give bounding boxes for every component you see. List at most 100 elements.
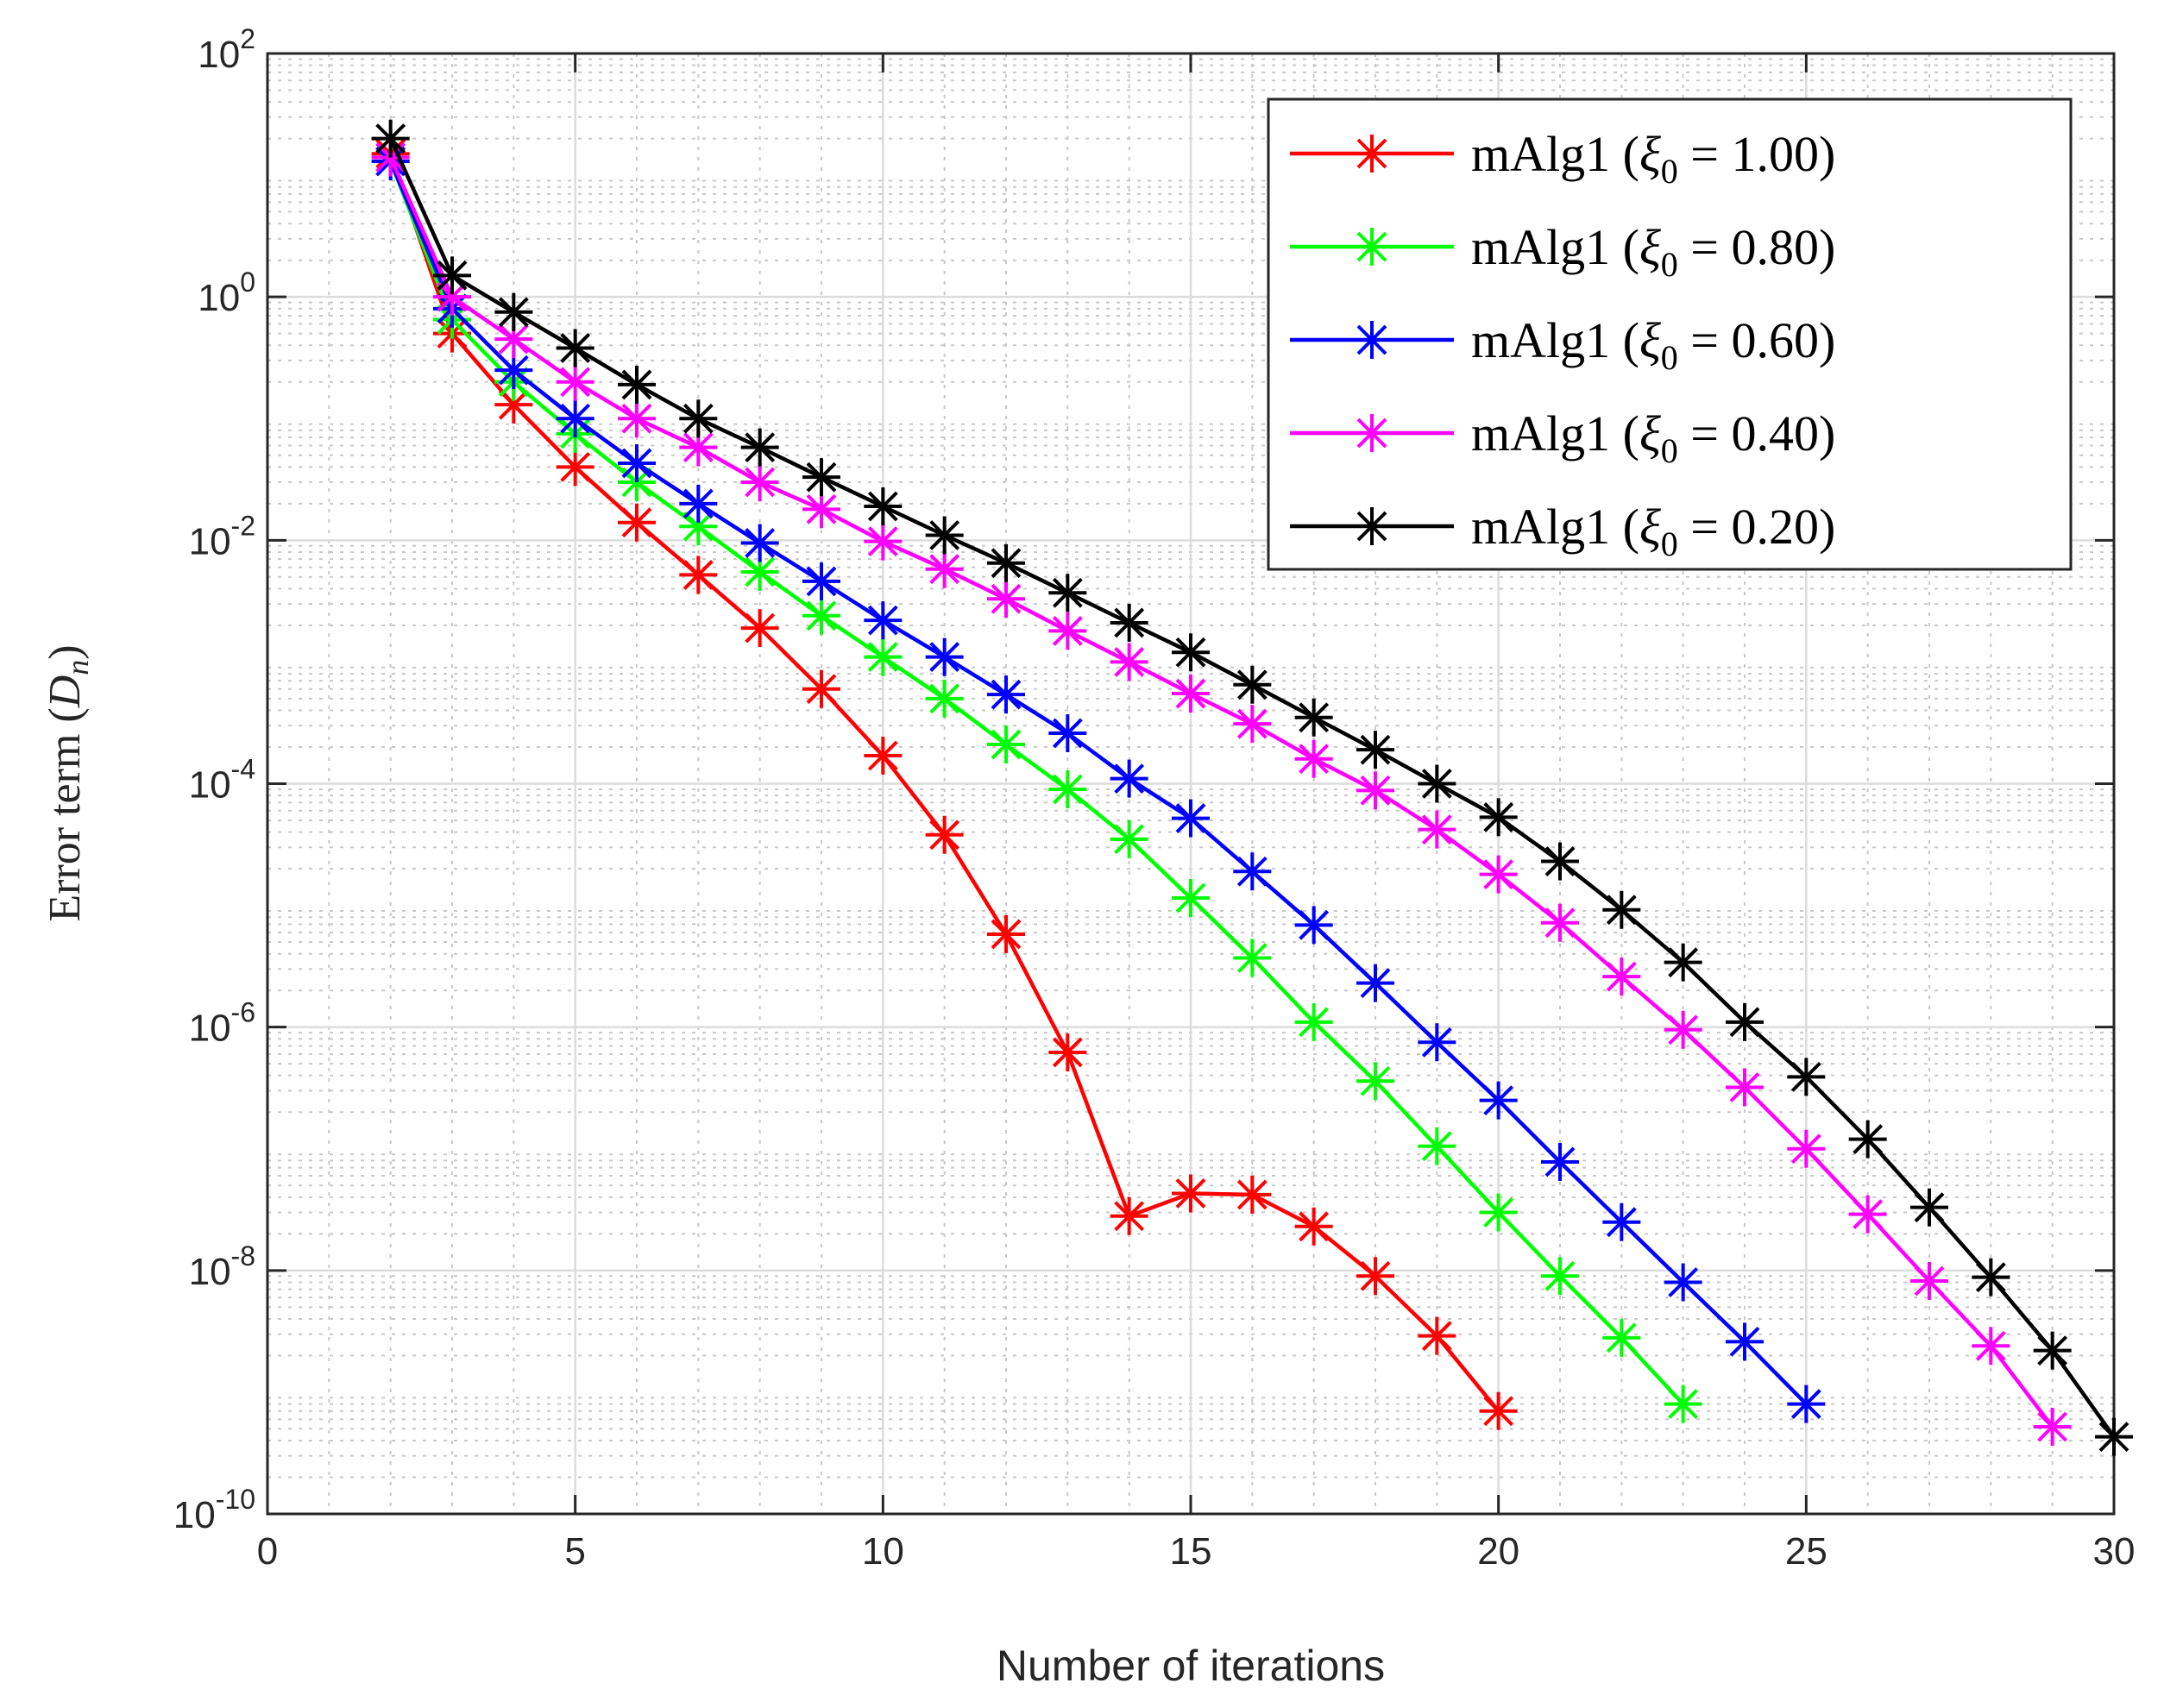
data-point — [1048, 574, 1087, 612]
legend-label-sub: 0 — [1661, 152, 1678, 191]
marker-stroke — [621, 448, 652, 479]
marker-stroke — [1483, 859, 1514, 889]
marker-stroke — [745, 528, 776, 558]
y-tick-mantissa: 10 — [198, 277, 240, 319]
data-point — [1294, 906, 1333, 945]
data-point — [1172, 1174, 1210, 1213]
series-group — [371, 119, 2133, 1456]
marker-stroke — [1236, 708, 1268, 739]
y-tick-exponent: -8 — [231, 1240, 255, 1272]
data-point — [1541, 903, 1579, 942]
data-point — [1418, 1316, 1456, 1355]
marker-stroke — [1668, 1014, 1699, 1046]
marker-stroke — [745, 432, 776, 463]
marker-stroke — [1606, 895, 1637, 926]
marker-stroke — [1790, 1061, 1821, 1092]
legend-entry: mAlg1 (ξ0 = 0.60) — [1290, 312, 1835, 377]
marker-stroke — [437, 281, 468, 312]
marker-stroke — [991, 583, 1022, 614]
data-point — [1479, 1391, 1518, 1430]
marker-stroke — [498, 355, 529, 386]
data-point — [802, 596, 840, 635]
data-point — [864, 522, 903, 561]
marker-stroke — [1114, 763, 1145, 794]
legend-label: mAlg1 (ξ0 = 0.40) — [1471, 405, 1835, 470]
data-point — [864, 736, 903, 775]
data-point — [987, 914, 1025, 953]
marker-stroke — [1360, 734, 1391, 765]
y-tick-exponent: -4 — [231, 754, 255, 785]
data-point — [1048, 769, 1087, 808]
data-point — [1048, 713, 1087, 752]
marker-stroke — [437, 260, 468, 291]
legend-label-prefix: mAlg1 ( — [1471, 126, 1639, 182]
data-point — [1294, 1207, 1333, 1246]
data-point — [494, 292, 533, 331]
marker-stroke — [1356, 324, 1387, 355]
data-point — [1356, 1062, 1394, 1101]
legend-label-suffix: = 0.20) — [1678, 499, 1836, 555]
marker-stroke — [683, 488, 714, 519]
y-axis-title-text: Error term — [41, 734, 90, 922]
marker-stroke — [2098, 1422, 2129, 1453]
y-tick-label: 10-10 — [173, 1484, 255, 1536]
data-point — [1048, 1033, 1087, 1071]
data-point — [1356, 964, 1394, 1002]
marker-stroke — [1544, 1260, 1576, 1291]
data-point — [1479, 855, 1518, 894]
data-point — [494, 351, 533, 390]
data-point — [679, 484, 718, 523]
marker-stroke — [1853, 1199, 1884, 1230]
legend-entry: mAlg1 (ξ0 = 1.00) — [1290, 126, 1835, 191]
legend-label-suffix: = 1.00) — [1678, 126, 1836, 182]
data-point — [1172, 799, 1210, 838]
data-point — [1110, 819, 1148, 858]
marker-stroke — [1052, 718, 1083, 749]
series-2 — [371, 142, 1826, 1423]
data-point — [987, 543, 1025, 582]
legend-label-prefix: mAlg1 ( — [1471, 499, 1639, 555]
marker-stroke — [621, 403, 652, 434]
data-point — [1541, 842, 1579, 881]
data-point — [1972, 1258, 2010, 1297]
marker-stroke — [2037, 1411, 2068, 1442]
marker-stroke — [1729, 1326, 1760, 1357]
marker-stroke — [867, 642, 898, 672]
legend-label-prefix: mAlg1 ( — [1471, 219, 1639, 275]
y-tick-label: 10-6 — [189, 997, 255, 1050]
x-tick-label: 30 — [2093, 1530, 2136, 1573]
marker-stroke — [1544, 907, 1576, 939]
marker-stroke — [867, 605, 898, 636]
data-point — [1541, 1142, 1579, 1181]
data-point — [1726, 1068, 1764, 1107]
data-point — [740, 428, 779, 467]
marker-stroke — [1606, 1207, 1637, 1238]
marker-stroke — [1114, 607, 1145, 638]
marker-stroke — [1236, 1179, 1268, 1210]
data-point — [1787, 1385, 1826, 1423]
data-point — [1172, 879, 1210, 918]
data-point — [1848, 1195, 1887, 1234]
data-point — [925, 516, 964, 555]
data-point — [618, 443, 656, 482]
data-point — [1787, 1058, 1826, 1096]
y-axis-title-var: D — [41, 675, 90, 709]
y-tick-exponent: 2 — [240, 23, 255, 54]
y-tick-exponent: -10 — [216, 1484, 255, 1515]
legend-label-sub: 0 — [1661, 245, 1678, 284]
y-tick-label: 102 — [198, 23, 255, 76]
data-point — [1602, 890, 1641, 929]
x-tick-label: 20 — [1477, 1530, 1519, 1573]
marker-stroke — [1236, 856, 1268, 887]
data-point — [1541, 1257, 1579, 1296]
y-axis-title-close-paren: ) — [41, 644, 90, 659]
marker-stroke — [1356, 138, 1387, 169]
y-tick-label: 100 — [198, 267, 255, 319]
legend-label: mAlg1 (ξ0 = 1.00) — [1471, 126, 1835, 191]
marker-stroke — [2037, 1335, 2068, 1366]
data-point — [864, 601, 903, 640]
marker-stroke — [1052, 774, 1083, 805]
y-axis-title-open-paren: ( — [41, 707, 90, 733]
marker-stroke — [1483, 1396, 1514, 1427]
marker-stroke — [498, 389, 529, 420]
